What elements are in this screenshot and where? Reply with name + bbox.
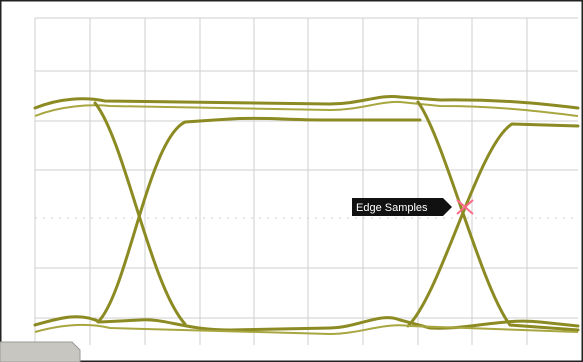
- label-box: [352, 198, 452, 216]
- eye-traces: [33, 94, 580, 336]
- edge-marker: [456, 199, 474, 215]
- tab: [0, 341, 81, 362]
- edge-samples-label: Edge Samples: [356, 202, 428, 214]
